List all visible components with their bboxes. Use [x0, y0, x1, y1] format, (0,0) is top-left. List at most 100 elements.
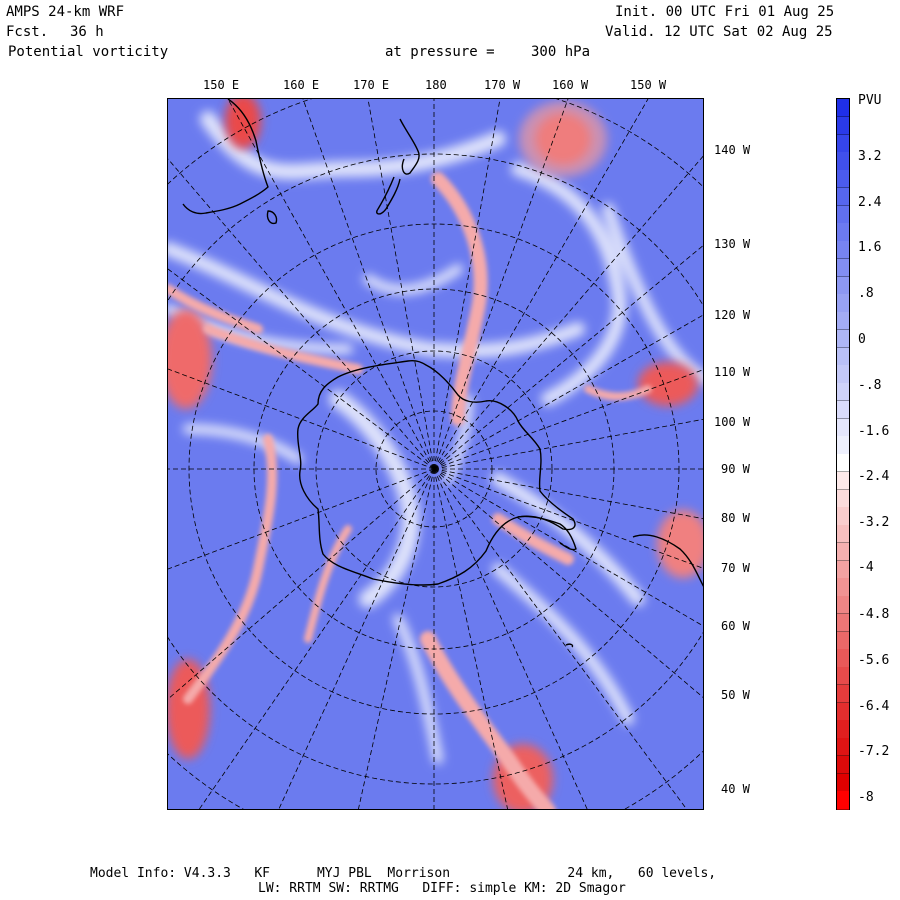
lon-label-right: 80 W [721, 511, 750, 525]
colorbar-segment [837, 596, 849, 615]
lon-label-right: 90 W [721, 462, 750, 476]
colorbar-segment [837, 454, 849, 473]
colorbar-segment [837, 560, 849, 579]
lon-label-right: 60 W [721, 619, 750, 633]
colorbar-segment [837, 99, 849, 118]
colorbar-tick-label: -4 [858, 560, 874, 575]
antarctica-coastline [296, 359, 576, 586]
colorbar-segment [837, 276, 849, 295]
lon-label-top: 180 [425, 78, 447, 92]
colorbar-segment [837, 205, 849, 224]
valid-time: Valid. 12 UTC Sat 02 Aug 25 [605, 24, 833, 40]
colorbar-tick-label: -1.6 [858, 424, 890, 439]
colorbar-tick-label: -5.6 [858, 653, 890, 668]
colorbar-segment [837, 773, 849, 792]
lon-label-right: 120 W [714, 308, 751, 322]
lon-label-top: 170 E [353, 78, 390, 92]
australia-coastline [182, 99, 269, 215]
colorbar-segment [837, 223, 849, 242]
colorbar-segment [837, 400, 849, 419]
model-title: AMPS 24-km WRF [6, 4, 125, 20]
field-name: Potential vorticity [8, 44, 169, 60]
colorbar-segment [837, 116, 849, 135]
level-value: 300 hPa [531, 44, 591, 60]
lon-label-right: 130 W [714, 237, 751, 251]
pv-map [167, 98, 704, 810]
colorbar-tick-label: 2.4 [858, 195, 882, 210]
colorbar-segment [837, 738, 849, 757]
level-label: at pressure = [385, 44, 495, 60]
colorbar-segment [837, 418, 849, 437]
south-america-coastline [632, 534, 703, 587]
colorbar-segment [837, 631, 849, 650]
colorbar-segment [837, 649, 849, 668]
colorbar-tick-label: -7.2 [858, 744, 890, 759]
colorbar-tick-label: -4.8 [858, 607, 890, 622]
colorbar-segment [837, 258, 849, 277]
coastlines [182, 99, 703, 648]
colorbar-segment [837, 436, 849, 455]
lon-label-right: 70 W [721, 561, 750, 575]
colorbar-segment [837, 720, 849, 739]
colorbar-segment [837, 489, 849, 508]
pv-negative-streamers [168, 172, 652, 809]
lon-label-right: 140 W [714, 143, 751, 157]
colorbar-segment [837, 755, 849, 774]
lon-label-right: 110 W [714, 365, 751, 379]
colorbar-tick-label: 3.2 [858, 149, 882, 164]
colorbar-segment [837, 170, 849, 189]
lon-label-right: 100 W [714, 415, 751, 429]
colorbar-segment [837, 578, 849, 597]
colorbar-tick-label: .8 [858, 286, 874, 301]
new-zealand-north [399, 118, 420, 175]
colorbar-segment [837, 791, 849, 810]
colorbar-segment [837, 294, 849, 313]
colorbar-segment [837, 684, 849, 703]
colorbar-segment [837, 329, 849, 348]
lon-label-top: 160 E [283, 78, 320, 92]
lon-label-top: 150 W [630, 78, 667, 92]
pv-pale-bands [168, 111, 703, 764]
lon-label-right: 40 W [721, 782, 750, 796]
init-time: Init. 00 UTC Fri 01 Aug 25 [615, 4, 835, 20]
lon-label-top: 170 W [484, 78, 521, 92]
colorbar-segment [837, 312, 849, 331]
tasmania-coastline [266, 210, 278, 225]
colorbar-segment [837, 702, 849, 721]
forecast-label: Fcst. [6, 24, 49, 40]
colorbar-tick-label: -.8 [858, 378, 882, 393]
colorbar-segment [837, 241, 849, 260]
pv-field-svg [168, 99, 703, 809]
colorbar-segment [837, 134, 849, 153]
colorbar-segment [837, 152, 849, 171]
colorbar-segment [837, 525, 849, 544]
colorbar-unit: PVU [858, 93, 882, 108]
colorbar-tick-label: -6.4 [858, 699, 890, 714]
colorbar-segment [837, 613, 849, 632]
colorbar-segment [837, 187, 849, 206]
colorbar-segment [837, 507, 849, 526]
colorbar-segment [837, 347, 849, 366]
footer-model-info: Model Info: V4.3.3 KF MYJ PBL Morrison 2… [90, 866, 717, 881]
footer-physics-info: LW: RRTM SW: RRTMG DIFF: simple KM: 2D S… [258, 881, 626, 896]
colorbar-tick-label: -8 [858, 790, 874, 805]
colorbar-tick-label: -2.4 [858, 469, 890, 484]
colorbar-segment [837, 667, 849, 686]
meridians [168, 99, 703, 809]
colorbar-segment [837, 383, 849, 402]
colorbar-segment [837, 365, 849, 384]
lon-label-top: 160 W [552, 78, 589, 92]
colorbar [836, 98, 850, 810]
colorbar-tick-label: 1.6 [858, 240, 882, 255]
forecast-value: 36 h [70, 24, 104, 40]
lon-label-top: 150 E [203, 78, 240, 92]
colorbar-segment [837, 542, 849, 561]
colorbar-tick-label: 0 [858, 332, 866, 347]
colorbar-segment [837, 471, 849, 490]
colorbar-tick-label: -3.2 [858, 515, 890, 530]
lon-label-right: 50 W [721, 688, 750, 702]
pv-negative-features [168, 99, 703, 809]
island [565, 643, 574, 648]
antarctic-peninsula [517, 515, 577, 551]
new-zealand-south [376, 176, 401, 215]
